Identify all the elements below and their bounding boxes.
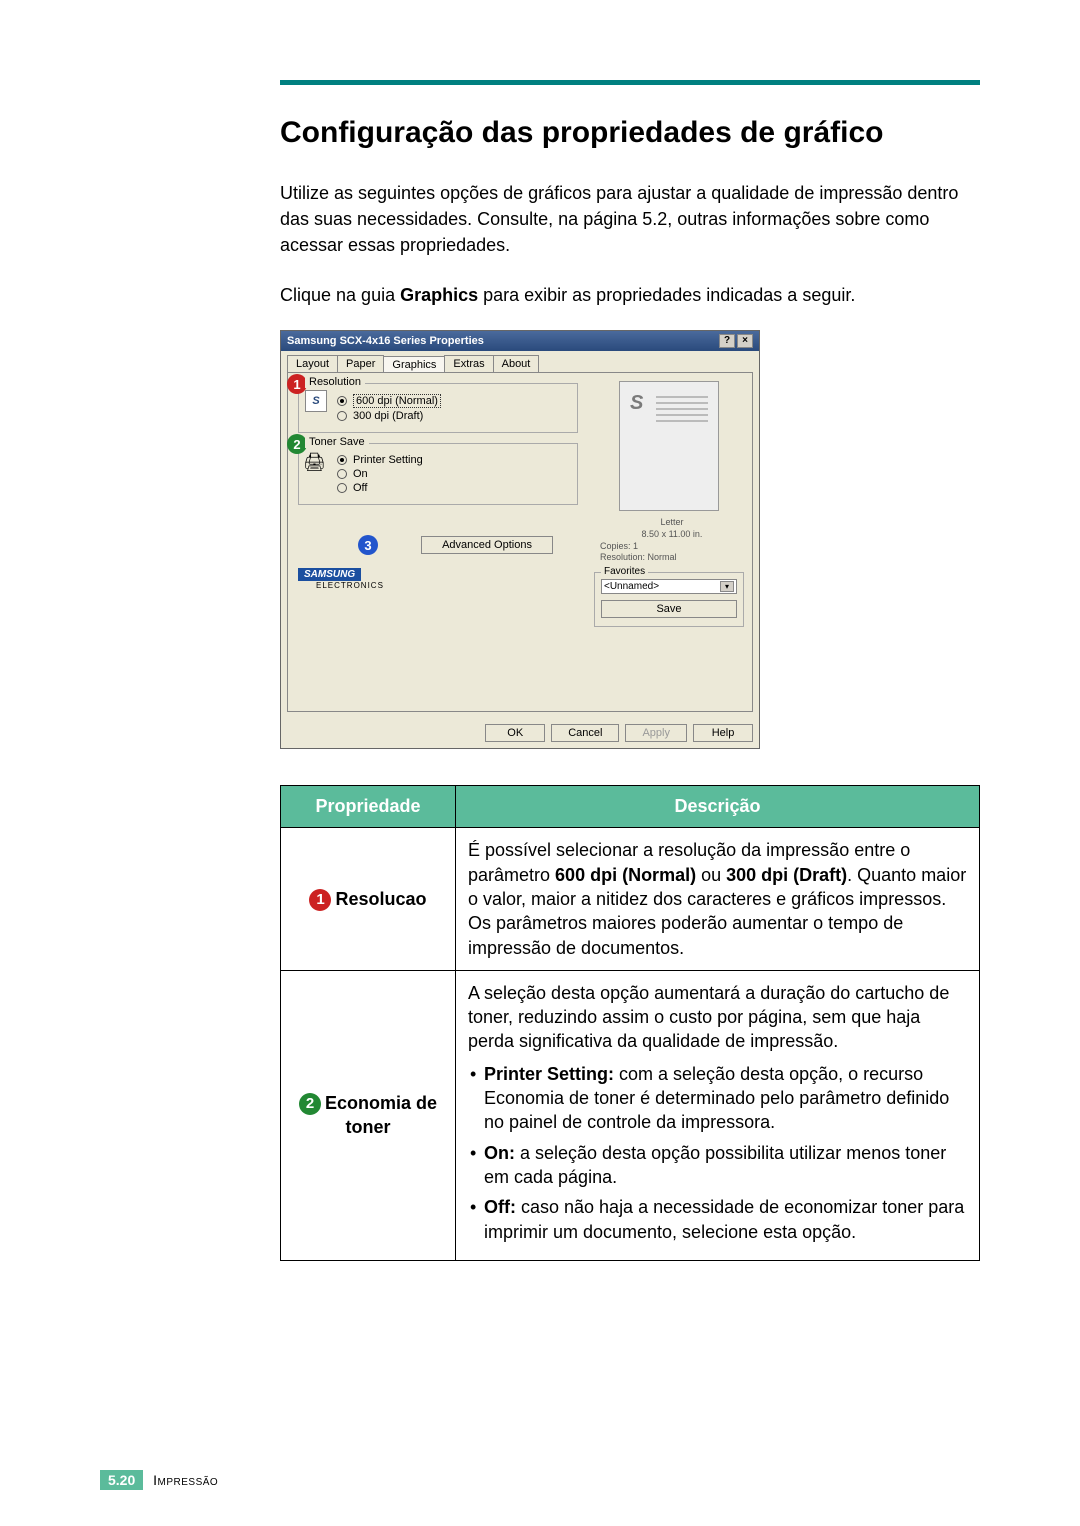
row1-mid: ou <box>696 865 726 885</box>
radio-icon <box>337 469 347 479</box>
printer-properties-dialog: Samsung SCX-4x16 Series Properties ? × L… <box>280 330 760 749</box>
row1-b2: 300 dpi (Draft) <box>726 865 847 885</box>
favorites-box: Favorites <Unnamed> ▾ Save <box>594 572 744 627</box>
toner-opt-on[interactable]: On <box>337 468 569 480</box>
page-number: 5.20 <box>100 1470 143 1490</box>
resolution-icon: S <box>305 390 327 412</box>
row2-li2-t: a seleção desta opção possibilita utiliz… <box>484 1143 946 1187</box>
row2-li2: On: a seleção desta opção possibilita ut… <box>468 1141 967 1190</box>
close-icon[interactable]: × <box>737 334 753 348</box>
preview-sheet <box>619 381 719 511</box>
favorites-save-button[interactable]: Save <box>601 600 737 618</box>
row2-name: Economia de toner <box>325 1093 437 1137</box>
brand-name: SAMSUNG <box>298 568 361 581</box>
table-row: 1Resolucao É possível selecionar a resol… <box>281 828 980 970</box>
preview-size: 8.50 x 11.00 in. <box>600 529 744 541</box>
brand-sub: ELECTRONICS <box>316 581 384 590</box>
tonersave-legend: Toner Save <box>305 436 369 448</box>
intro2-pre: Clique na guia <box>280 285 400 305</box>
table-row: 2Economia de toner A seleção desta opção… <box>281 970 980 1260</box>
help-icon[interactable]: ? <box>719 334 735 348</box>
dialog-button-row: OK Cancel Apply Help <box>281 718 759 748</box>
toner-opt2-label: On <box>353 468 368 480</box>
intro-paragraph-1: Utilize as seguintes opções de gráficos … <box>280 180 980 258</box>
radio-icon <box>337 455 347 465</box>
prop-resolution-desc: É possível selecionar a resolução da imp… <box>456 828 980 970</box>
tab-layout[interactable]: Layout <box>287 355 338 372</box>
properties-table: Propriedade Descrição 1Resolucao É possí… <box>280 785 980 1260</box>
favorites-legend: Favorites <box>601 566 648 577</box>
toner-opt-printer[interactable]: Printer Setting <box>337 454 569 466</box>
preview-info: Letter 8.50 x 11.00 in. Copies: 1 Resolu… <box>594 517 744 564</box>
dialog-tabs: Layout Paper Graphics Extras About <box>281 351 759 372</box>
resolution-opt1-label: 600 dpi (Normal) <box>353 394 441 408</box>
favorites-select[interactable]: <Unnamed> ▾ <box>601 579 737 594</box>
row2-li3-b: Off: <box>484 1197 516 1217</box>
callout-badge-2: 2 <box>287 434 307 454</box>
row2-li2-b: On: <box>484 1143 515 1163</box>
row2-li3-t: caso não haja a necessidade de economiza… <box>484 1197 964 1241</box>
preview-paper: Letter <box>600 517 744 529</box>
resolution-opt-600[interactable]: 600 dpi (Normal) <box>337 394 569 408</box>
th-property: Propriedade <box>281 786 456 828</box>
resolution-opt2-label: 300 dpi (Draft) <box>353 410 423 422</box>
callout-badge-1: 1 <box>309 889 331 911</box>
resolution-legend: Resolution <box>305 376 365 388</box>
toner-icon: 🖨 <box>303 452 329 478</box>
resolution-group: 1 Resolution S 600 dpi (Normal) 300 dpi … <box>298 383 578 433</box>
tab-graphics[interactable]: Graphics <box>383 356 445 373</box>
tonersave-group: 2 Toner Save 🖨 Printer Setting On <box>298 443 578 505</box>
help-button[interactable]: Help <box>693 724 753 742</box>
callout-badge-3: 3 <box>358 535 378 555</box>
prop-toner-desc: A seleção desta opção aumentará a duraçã… <box>456 970 980 1260</box>
preview-copies: Copies: 1 <box>600 541 744 553</box>
apply-button[interactable]: Apply <box>625 724 687 742</box>
toner-opt-off[interactable]: Off <box>337 482 569 494</box>
toner-opt1-label: Printer Setting <box>353 454 423 466</box>
dialog-titlebar: Samsung SCX-4x16 Series Properties ? × <box>281 331 759 351</box>
row1-b1: 600 dpi (Normal) <box>555 865 696 885</box>
th-description: Descrição <box>456 786 980 828</box>
row2-li1-b: Printer Setting: <box>484 1064 614 1084</box>
radio-icon <box>337 396 347 406</box>
callout-badge-2: 2 <box>299 1093 321 1115</box>
row1-name: Resolucao <box>335 889 426 909</box>
radio-icon <box>337 483 347 493</box>
header-rule <box>280 80 980 85</box>
intro-paragraph-2: Clique na guia Graphics para exibir as p… <box>280 282 980 308</box>
tab-extras[interactable]: Extras <box>444 355 493 372</box>
page-footer: 5.20 Impressão <box>100 1472 218 1488</box>
advanced-options-button[interactable]: Advanced Options <box>421 536 553 554</box>
intro2-post: para exibir as propriedades indicadas a … <box>478 285 855 305</box>
tab-about[interactable]: About <box>493 355 540 372</box>
section-name: Impressão <box>153 1472 218 1488</box>
row2-li3: Off: caso não haja a necessidade de econ… <box>468 1195 967 1244</box>
row2-li1: Printer Setting: com a seleção desta opç… <box>468 1062 967 1135</box>
favorites-value: <Unnamed> <box>604 581 659 592</box>
page-title: Configuração das propriedades de gráfico <box>280 113 980 152</box>
preview-pane: Letter 8.50 x 11.00 in. Copies: 1 Resolu… <box>594 381 744 627</box>
intro2-bold: Graphics <box>400 285 478 305</box>
chevron-down-icon: ▾ <box>720 581 734 592</box>
cancel-button[interactable]: Cancel <box>551 724 619 742</box>
toner-opt3-label: Off <box>353 482 367 494</box>
row2-p1: A seleção desta opção aumentará a duraçã… <box>468 981 967 1054</box>
preview-res: Resolution: Normal <box>600 552 744 564</box>
radio-icon <box>337 411 347 421</box>
ok-button[interactable]: OK <box>485 724 545 742</box>
prop-toner-name: 2Economia de toner <box>281 970 456 1260</box>
dialog-title-text: Samsung SCX-4x16 Series Properties <box>287 335 484 347</box>
prop-resolution-name: 1Resolucao <box>281 828 456 970</box>
resolution-opt-300[interactable]: 300 dpi (Draft) <box>337 410 569 422</box>
callout-badge-1: 1 <box>287 374 307 394</box>
tab-paper[interactable]: Paper <box>337 355 384 372</box>
